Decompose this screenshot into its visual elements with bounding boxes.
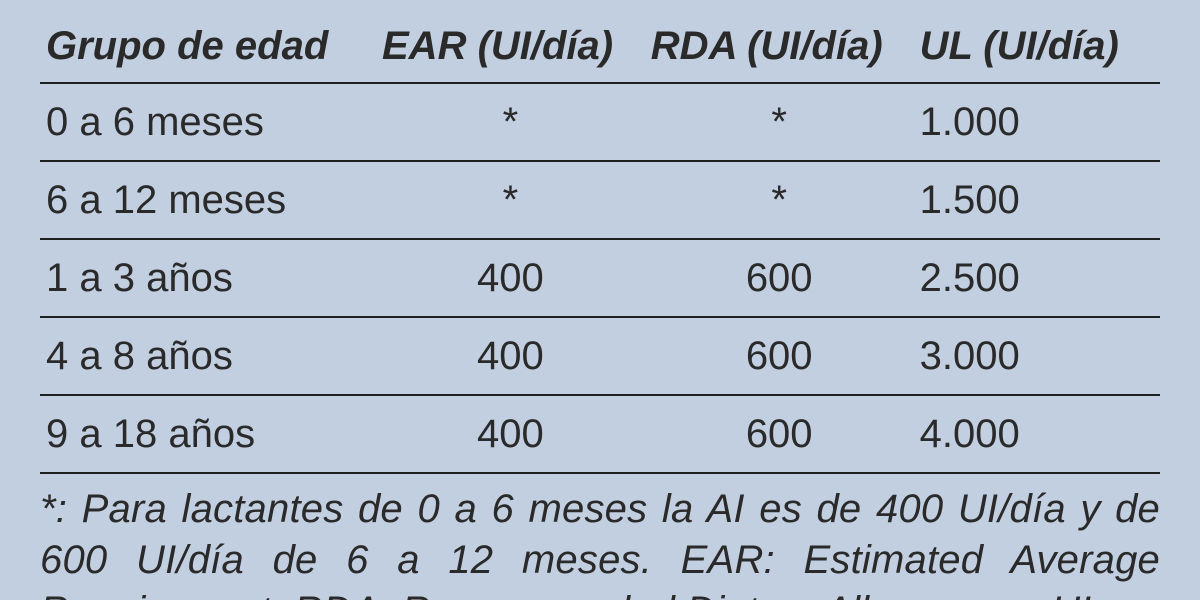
cell-rda: 600	[645, 395, 914, 473]
cell-age: 1 a 3 años	[40, 239, 376, 317]
table-row: 4 a 8 años 400 600 3.000	[40, 317, 1160, 395]
cell-age: 0 a 6 meses	[40, 83, 376, 161]
col-header-ul: UL (UI/día)	[914, 18, 1160, 83]
cell-ul: 1.000	[914, 83, 1160, 161]
cell-ear: *	[376, 83, 645, 161]
cell-rda: *	[645, 83, 914, 161]
cell-age: 6 a 12 meses	[40, 161, 376, 239]
cell-ear: 400	[376, 317, 645, 395]
table-container: Grupo de edad EAR (UI/día) RDA (UI/día) …	[0, 0, 1200, 474]
age-table: Grupo de edad EAR (UI/día) RDA (UI/día) …	[40, 18, 1160, 474]
cell-rda: *	[645, 161, 914, 239]
col-header-age: Grupo de edad	[40, 18, 376, 83]
cell-rda: 600	[645, 239, 914, 317]
cell-ul: 2.500	[914, 239, 1160, 317]
cell-rda: 600	[645, 317, 914, 395]
table-row: 0 a 6 meses * * 1.000	[40, 83, 1160, 161]
cell-ul: 3.000	[914, 317, 1160, 395]
table-row: 6 a 12 meses * * 1.500	[40, 161, 1160, 239]
cell-ear: *	[376, 161, 645, 239]
cell-ul: 4.000	[914, 395, 1160, 473]
cell-ul: 1.500	[914, 161, 1160, 239]
table-row: 1 a 3 años 400 600 2.500	[40, 239, 1160, 317]
table-row: 9 a 18 años 400 600 4.000	[40, 395, 1160, 473]
cell-age: 9 a 18 años	[40, 395, 376, 473]
footnote-text: *: Para lactantes de 0 a 6 meses la AI e…	[0, 474, 1200, 600]
cell-age: 4 a 8 años	[40, 317, 376, 395]
cell-ear: 400	[376, 239, 645, 317]
col-header-rda: RDA (UI/día)	[645, 18, 914, 83]
table-header-row: Grupo de edad EAR (UI/día) RDA (UI/día) …	[40, 18, 1160, 83]
col-header-ear: EAR (UI/día)	[376, 18, 645, 83]
cell-ear: 400	[376, 395, 645, 473]
